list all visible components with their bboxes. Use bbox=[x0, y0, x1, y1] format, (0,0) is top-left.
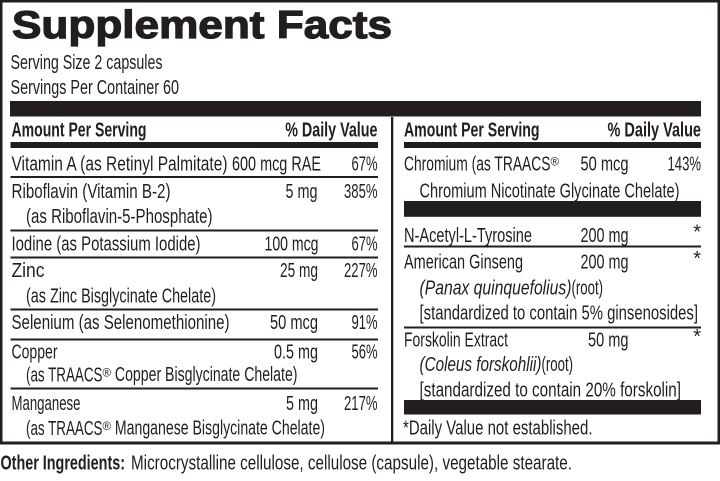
svg-text:(as TRAACS® Manganese Bisglyci: (as TRAACS® Manganese Bisglycinate Chela… bbox=[26, 418, 325, 440]
svg-text:N-Acetyl-L-Tyrosine: N-Acetyl-L-Tyrosine bbox=[404, 225, 532, 247]
svg-text:100 mcg: 100 mcg bbox=[265, 234, 319, 256]
svg-text:*Daily Value not established.: *Daily Value not established. bbox=[403, 418, 593, 440]
svg-text:*: * bbox=[693, 248, 701, 270]
svg-text:200 mg: 200 mg bbox=[581, 225, 629, 247]
svg-text:Chromium (as TRAACS®: Chromium (as TRAACS® bbox=[404, 154, 560, 176]
svg-text:(Panax quinquefolius)(root): (Panax quinquefolius)(root) bbox=[420, 278, 604, 300]
svg-text:Other Ingredients:: Other Ingredients: bbox=[1, 453, 126, 475]
svg-text:Vitamin A (as Retinyl Palmitat: Vitamin A (as Retinyl Palmitate) bbox=[12, 154, 228, 176]
svg-text:600 mcg RAE: 600 mcg RAE bbox=[232, 154, 321, 176]
svg-text:Forskolin Extract: Forskolin Extract bbox=[404, 330, 508, 352]
svg-text:Servings Per Container 60: Servings Per Container 60 bbox=[11, 77, 180, 99]
svg-text:*: * bbox=[693, 222, 701, 244]
svg-text:50 mcg: 50 mcg bbox=[270, 312, 318, 334]
svg-text:% Daily Value: % Daily Value bbox=[608, 120, 702, 142]
svg-text:91%: 91% bbox=[352, 312, 378, 334]
svg-text:227%: 227% bbox=[344, 260, 378, 282]
svg-text:(as Riboflavin-5-Phosphate): (as Riboflavin-5-Phosphate) bbox=[26, 206, 213, 228]
svg-text:5 mg: 5 mg bbox=[286, 393, 318, 415]
svg-text:American Ginseng: American Ginseng bbox=[404, 252, 523, 274]
svg-text:67%: 67% bbox=[352, 154, 378, 176]
svg-text:200 mg: 200 mg bbox=[581, 252, 629, 274]
svg-text:25 mg: 25 mg bbox=[280, 260, 318, 282]
svg-text:50 mg: 50 mg bbox=[588, 330, 629, 352]
svg-text:Selenium (as Selenomethionine): Selenium (as Selenomethionine) bbox=[12, 312, 230, 334]
svg-text:Amount Per Serving: Amount Per Serving bbox=[404, 120, 540, 142]
svg-text:(as TRAACS® Copper Bisglycinat: (as TRAACS® Copper Bisglycinate Chelate) bbox=[26, 364, 297, 386]
svg-text:Serving Size 2 capsules: Serving Size 2 capsules bbox=[11, 52, 163, 74]
svg-text:56%: 56% bbox=[352, 342, 378, 364]
svg-text:5 mg: 5 mg bbox=[286, 181, 318, 203]
svg-text:Chromium Nicotinate Glycinate: Chromium Nicotinate Glycinate Chelate) bbox=[420, 181, 680, 203]
svg-text:Riboflavin (Vitamin B-2): Riboflavin (Vitamin B-2) bbox=[12, 181, 171, 203]
svg-text:[standardized to contain 20% f: [standardized to contain 20% forskolin] bbox=[420, 380, 682, 402]
svg-text:385%: 385% bbox=[344, 181, 378, 203]
svg-text:(as Zinc Bisglycinate Chelate): (as Zinc Bisglycinate Chelate) bbox=[26, 286, 216, 308]
svg-text:Copper: Copper bbox=[12, 342, 58, 364]
svg-text:Amount Per Serving: Amount Per Serving bbox=[12, 120, 147, 142]
svg-text:Supplement Facts: Supplement Facts bbox=[12, 4, 392, 47]
svg-text:Zinc: Zinc bbox=[12, 260, 45, 282]
svg-text:50 mcg: 50 mcg bbox=[581, 154, 629, 176]
svg-text:Manganese: Manganese bbox=[12, 393, 81, 415]
svg-text:Iodine (as Potassium Iodide): Iodine (as Potassium Iodide) bbox=[12, 234, 201, 256]
svg-text:[standardized to contain 5% gi: [standardized to contain 5% ginsenosides… bbox=[420, 303, 699, 325]
svg-text:*: * bbox=[693, 326, 701, 348]
svg-text:143%: 143% bbox=[668, 154, 702, 176]
svg-text:217%: 217% bbox=[344, 393, 378, 415]
svg-text:Microcrystalline cellulose, ce: Microcrystalline cellulose, cellulose (c… bbox=[131, 453, 572, 475]
svg-text:67%: 67% bbox=[352, 234, 378, 256]
svg-text:(Coleus forskohlii)(root): (Coleus forskohlii)(root) bbox=[420, 354, 574, 376]
svg-text:0.5 mg: 0.5 mg bbox=[274, 342, 318, 364]
svg-text:% Daily Value: % Daily Value bbox=[285, 120, 377, 142]
